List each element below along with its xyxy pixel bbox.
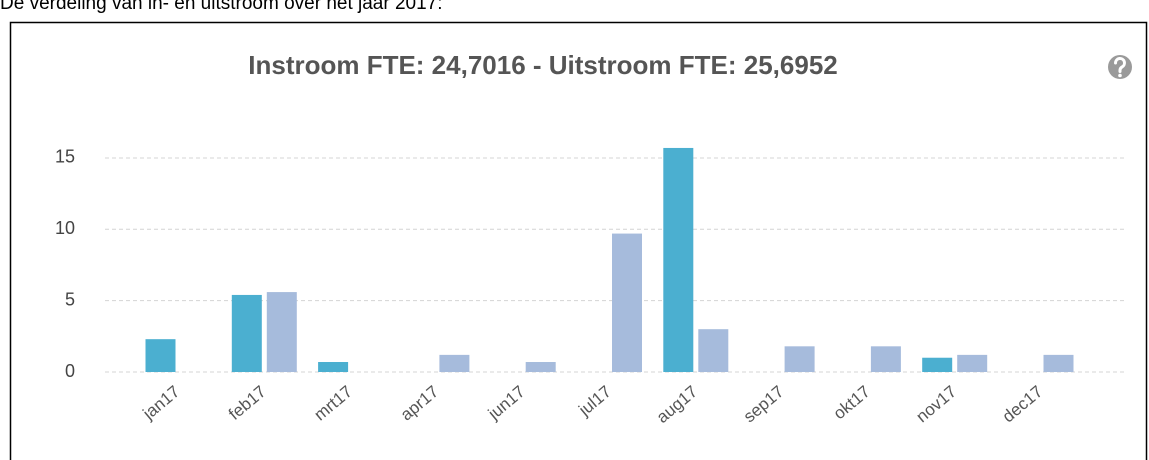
y-tick-label: 0 <box>65 361 75 381</box>
bar <box>266 292 297 372</box>
y-tick-label: 15 <box>55 147 75 167</box>
bar <box>231 294 262 372</box>
bar <box>870 346 901 372</box>
caption: De verdeling van in- en uitstroom over h… <box>0 0 443 14</box>
bar <box>439 354 470 372</box>
bar <box>612 233 642 372</box>
y-tick-label: 10 <box>55 218 75 238</box>
chart-title: Instroom FTE: 24,7016 - Uitstroom FTE: 2… <box>248 50 838 80</box>
help-icon[interactable] <box>1108 55 1132 79</box>
help-icon-dot[interactable] <box>1118 73 1122 78</box>
bar <box>525 362 556 372</box>
bar <box>1043 354 1074 372</box>
help-icon-glyph[interactable] <box>1113 56 1126 73</box>
bar <box>698 329 729 372</box>
bar <box>663 147 694 372</box>
chart-frame <box>9 21 1148 460</box>
bar <box>318 362 349 372</box>
y-tick-label: 5 <box>65 289 75 309</box>
bar <box>784 346 815 372</box>
bar <box>145 339 176 372</box>
bar <box>957 354 988 372</box>
bar <box>922 357 953 372</box>
